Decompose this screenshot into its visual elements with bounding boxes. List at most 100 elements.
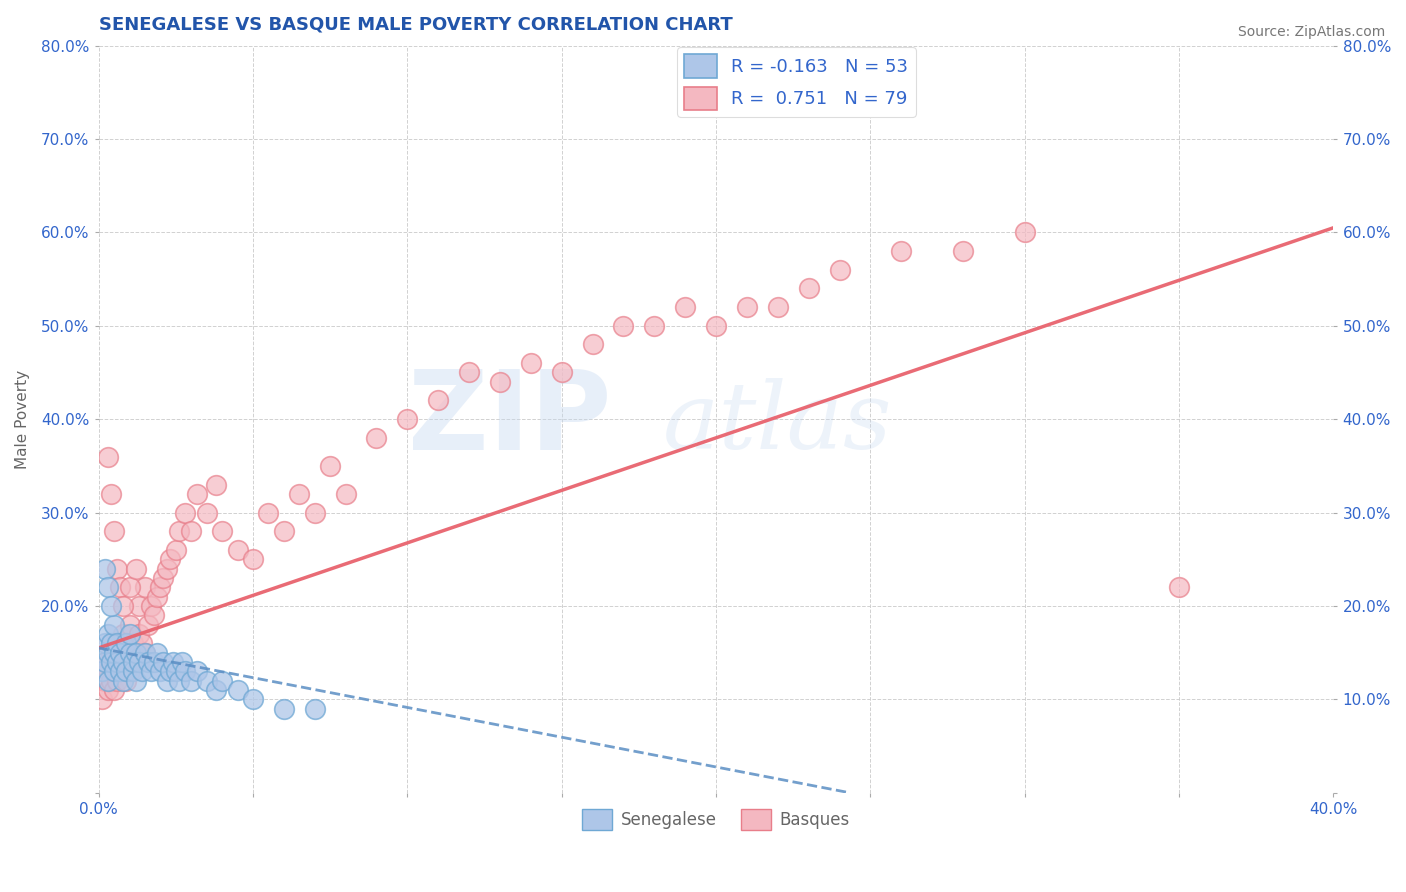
Point [146,646,169,660]
Point [128,599,150,613]
Point [167,673,190,688]
Point [94,636,117,650]
Point [735,300,758,314]
Point [152,655,174,669]
Point [170,655,193,669]
Point [134,646,156,660]
Point [155,673,177,688]
Point [115,636,138,650]
Point [143,655,166,669]
Point [159,552,181,566]
Point [186,665,208,679]
Point [139,599,162,613]
Point [195,506,218,520]
Legend: Senegalese, Basques: Senegalese, Basques [575,802,856,837]
Point [304,506,326,520]
Point [162,655,184,669]
Point [131,636,153,650]
Point [100,673,122,688]
Point [94,673,117,688]
Point [125,673,148,688]
Point [100,487,122,501]
Point [952,244,974,258]
Point [242,552,264,566]
Y-axis label: Male Poverty: Male Poverty [15,369,30,468]
Point [136,617,159,632]
Point [128,627,150,641]
Point [149,580,172,594]
Point [103,617,125,632]
Point [97,673,120,688]
Point [134,646,156,660]
Point [489,375,512,389]
Point [97,682,120,697]
Point [112,673,135,688]
Point [105,655,128,669]
Point [103,655,125,669]
Point [125,646,148,660]
Point [105,636,128,650]
Point [121,655,143,669]
Point [131,665,153,679]
Point [97,646,120,660]
Point [100,655,122,669]
Point [100,636,122,650]
Point [186,487,208,501]
Point [155,561,177,575]
Point [121,655,143,669]
Point [211,673,233,688]
Point [94,655,117,669]
Point [118,665,141,679]
Point [211,524,233,539]
Point [165,665,187,679]
Point [174,665,197,679]
Point [100,599,122,613]
Point [115,673,138,688]
Point [136,655,159,669]
Point [643,318,665,333]
Point [105,636,128,650]
Point [226,542,249,557]
Point [110,665,132,679]
Point [1014,226,1036,240]
Point [121,636,143,650]
Point [581,337,603,351]
Point [427,393,450,408]
Point [520,356,543,370]
Point [103,665,125,679]
Point [273,524,295,539]
Point [612,318,634,333]
Point [112,655,135,669]
Point [97,627,120,641]
Point [94,561,117,575]
Point [226,682,249,697]
Point [174,506,197,520]
Point [704,318,727,333]
Point [180,524,202,539]
Point [115,665,138,679]
Point [146,590,169,604]
Point [90,692,112,706]
Point [673,300,696,314]
Point [797,281,820,295]
Point [205,477,228,491]
Point [125,646,148,660]
Text: SENEGALESE VS BASQUE MALE POVERTY CORRELATION CHART: SENEGALESE VS BASQUE MALE POVERTY CORREL… [98,15,733,33]
Point [115,636,138,650]
Point [105,673,128,688]
Point [165,542,187,557]
Point [90,665,112,679]
Point [139,665,162,679]
Point [205,682,228,697]
Point [304,701,326,715]
Point [149,665,172,679]
Point [118,580,141,594]
Point [366,431,388,445]
Point [396,412,419,426]
Point [152,571,174,585]
Point [105,561,128,575]
Point [97,450,120,464]
Point [97,580,120,594]
Point [319,458,342,473]
Point [828,262,851,277]
